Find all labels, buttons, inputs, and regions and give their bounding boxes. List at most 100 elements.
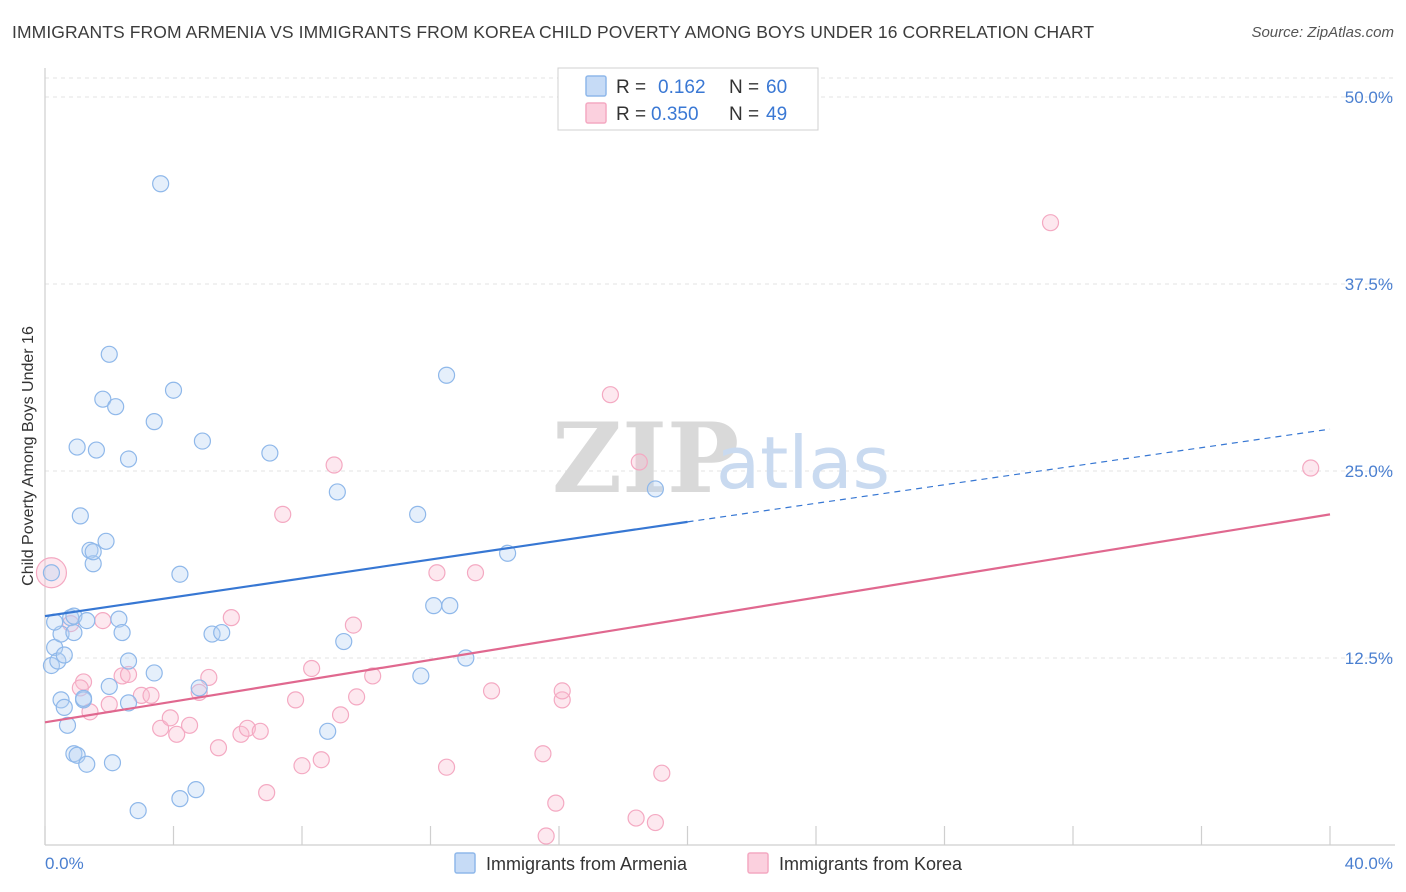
korea-point-39 [553,691,571,709]
armenia-point-7 [55,698,73,716]
armenia-point-25 [97,532,115,550]
armenia-point-23 [87,441,106,459]
korea-point-11 [161,709,179,727]
korea-point-29 [344,616,362,634]
armenia-point-28 [103,754,122,772]
korea-points [35,214,1320,845]
armenia-point-0 [42,564,61,582]
armenia-point-22 [84,543,102,561]
armenia-point-48 [319,722,337,740]
bottom-legend-korea: Immigrants from Korea [779,854,963,874]
tick-labels: 12.5% 25.0% 37.5% 50.0% 0.0% 40.0% [45,88,1393,873]
korea-point-34 [466,564,485,582]
armenia-point-24 [94,390,112,408]
armenia-point-44 [193,432,212,450]
armenia-point-54 [441,597,459,615]
korea-point-35 [482,682,501,700]
armenia-point-33 [119,652,138,670]
armenia-point-43 [190,679,208,697]
korea-point-28 [331,706,350,724]
y-tick-label-0: 12.5% [1345,649,1393,668]
armenia-point-41 [171,565,189,583]
korea-point-17 [222,609,240,627]
armenia-point-6 [55,646,73,664]
korea-point-23 [286,691,305,709]
korea-point-38 [547,794,565,812]
korea-point-6 [113,667,131,685]
armenia-point-51 [409,505,427,523]
korea-point-21 [258,784,276,802]
armenia-trend-line [44,520,688,618]
armenia-point-40 [171,790,189,808]
trend-lines [44,428,1331,724]
korea-point-30 [348,688,366,706]
armenia-point-13 [68,438,86,456]
korea-point-26 [312,751,330,769]
legend-n-label-korea: N = [729,104,759,125]
korea-point-42 [627,809,645,827]
korea-point-36 [534,745,552,763]
korea-point-33 [437,758,456,776]
legend-swatch-korea [585,102,607,124]
korea-point-40 [553,682,571,700]
korea-trend-line [44,513,1331,724]
watermark-atlas: atlas [716,421,890,505]
legend-swatch-armenia [585,75,607,97]
armenia-point-3 [49,652,67,670]
korea-point-12 [168,725,186,743]
korea-point-24 [293,757,311,775]
armenia-point-18 [78,611,96,630]
armenia-point-29 [107,398,125,416]
korea-point-37 [537,827,555,845]
y-tick-label-2: 37.5% [1345,275,1393,294]
armenia-point-47 [261,444,279,462]
korea-point-32 [428,564,446,582]
armenia-trend-extension [687,428,1331,523]
korea-point-44 [646,813,664,832]
armenia-point-50 [335,632,353,651]
armenia-point-15 [71,507,89,525]
legend-n-value-armenia: 60 [766,77,787,98]
legend-n-label-armenia: N = [729,77,759,98]
armenia-point-42 [187,781,205,799]
korea-point-25 [303,659,321,678]
armenia-point-8 [58,716,77,734]
legend-n-value-korea: 49 [766,104,787,125]
armenia-point-55 [437,366,456,384]
korea-point-20 [251,722,269,740]
armenia-point-30 [110,610,128,628]
korea-point-16 [209,739,228,757]
korea-point-19 [238,719,256,737]
bottom-legend-swatch-armenia [454,852,476,874]
armenia-point-39 [164,381,183,399]
korea-point-9 [142,686,160,705]
korea-point-47 [1302,459,1320,477]
bottom-legend-swatch-korea [747,852,769,874]
armenia-point-31 [113,623,131,642]
legend-r-value-korea: 0.350 [651,104,699,125]
korea-point-46 [1041,214,1060,232]
armenia-point-37 [145,664,163,682]
top-legend: R = 0.162 N = 60 R = 0.350 N = 49 [557,67,819,131]
korea-point-43 [630,453,648,471]
korea-point-18 [232,725,250,743]
armenia-point-52 [412,667,430,685]
y-tick-label-3: 50.0% [1345,88,1393,107]
chart-title: IMMIGRANTS FROM ARMENIA VS IMMIGRANTS FR… [12,22,1095,42]
korea-point-31 [364,667,382,685]
korea-point-41 [601,386,620,404]
armenia-point-34 [119,694,138,712]
grid-lines [45,77,1395,659]
korea-point-27 [325,456,343,474]
armenia-point-46 [213,623,231,642]
armenia-point-58 [646,480,664,498]
legend-r-value-armenia: 0.162 [658,77,706,98]
legend-r-label-korea: R = [616,104,646,125]
armenia-point-49 [328,483,346,501]
armenia-point-11 [65,623,83,642]
armenia-point-26 [100,677,118,696]
x-tick-label-1: 40.0% [1345,854,1393,873]
korea-point-45 [653,764,671,782]
korea-point-22 [274,505,292,523]
